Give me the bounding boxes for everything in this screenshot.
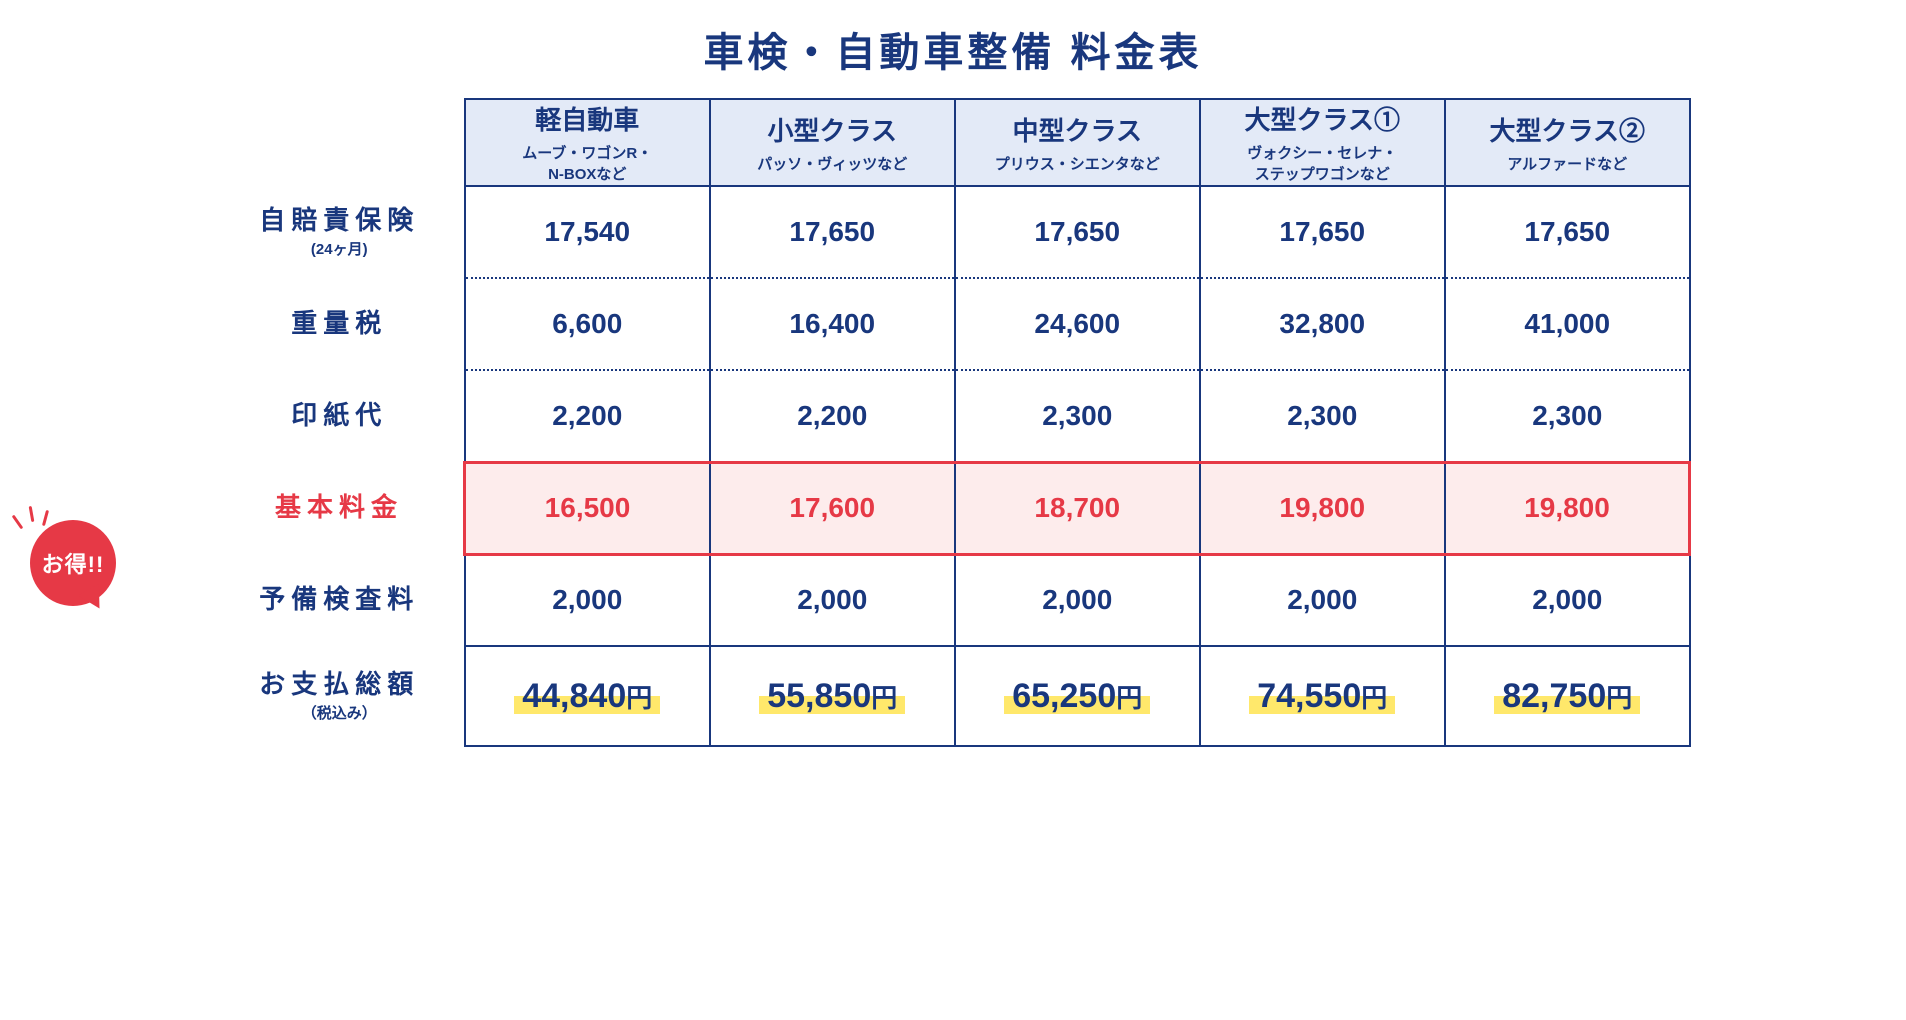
total-number: 65,250 [1012,677,1116,715]
table-row: 予備検査料2,0002,0002,0002,0002,000 [215,554,1690,646]
total-suffix: 円 [1361,683,1387,713]
table-body: 自賠責保険(24ヶ月)17,54017,65017,65017,65017,65… [215,186,1690,746]
column-header: 大型クラス① ヴォクシー・セレナ・ステップワゴンなど [1200,99,1445,186]
total-value-wrap: 74,550円 [1257,677,1387,716]
column-header: 軽自動車ムーブ・ワゴンR・N-BOXなど [465,99,710,186]
value-cell: 2,300 [955,370,1200,462]
value-cell: 17,650 [1200,186,1445,278]
column-title: 軽自動車 [466,100,709,137]
total-cell: 65,250円 [955,646,1200,746]
total-cell: 82,750円 [1445,646,1690,746]
total-number: 55,850 [767,677,871,715]
value-cell: 17,650 [710,186,955,278]
value-cell: 19,800 [1445,462,1690,554]
total-sub: （税込み） [215,702,464,723]
column-header: 小型クラスパッソ・ヴィッツなど [710,99,955,186]
badge-circle: お得!! [30,520,116,606]
column-title: 小型クラス [711,111,954,148]
table-row: 自賠責保険(24ヶ月)17,54017,65017,65017,65017,65… [215,186,1690,278]
price-table-container: お得!! 軽自動車ムーブ・ワゴンR・N-BOXなど小型クラスパッソ・ヴィッツなど… [40,98,1866,747]
column-title: 大型クラス① [1201,100,1444,137]
column-subtitle: アルファードなど [1446,154,1689,175]
row-label: 重量税 [215,308,464,339]
total-number: 74,550 [1257,677,1361,715]
row-label-cell: 印紙代 [215,370,465,462]
value-cell: 17,600 [710,462,955,554]
row-label-sub: (24ヶ月) [215,238,464,259]
total-suffix: 円 [626,683,652,713]
total-cell: 44,840円 [465,646,710,746]
value-cell: 18,700 [955,462,1200,554]
value-cell: 2,300 [1200,370,1445,462]
value-cell: 19,800 [1200,462,1445,554]
total-label-cell: お支払総額（税込み） [215,646,465,746]
value-cell: 6,600 [465,278,710,370]
total-value-wrap: 55,850円 [767,677,897,716]
value-cell: 2,300 [1445,370,1690,462]
value-cell: 2,000 [1200,554,1445,646]
total-number: 44,840 [522,677,626,715]
header-row: 軽自動車ムーブ・ワゴンR・N-BOXなど小型クラスパッソ・ヴィッツなど中型クラス… [215,99,1690,186]
value-cell: 2,200 [710,370,955,462]
deal-badge: お得!! [30,520,116,606]
column-title: 中型クラス [956,111,1199,148]
value-cell: 24,600 [955,278,1200,370]
total-value-wrap: 82,750円 [1502,677,1632,716]
badge-text: お得!! [42,547,105,579]
total-suffix: 円 [871,683,897,713]
row-label: 自賠責保険 [215,205,464,236]
column-title: 大型クラス② [1446,111,1689,148]
column-header: 大型クラス② アルファードなど [1445,99,1690,186]
price-table: 軽自動車ムーブ・ワゴンR・N-BOXなど小型クラスパッソ・ヴィッツなど中型クラス… [215,98,1692,747]
value-cell: 2,000 [1445,554,1690,646]
value-cell: 2,200 [465,370,710,462]
row-label: 基本料金 [215,492,464,523]
row-label-cell: 基本料金 [215,462,465,554]
column-subtitle: プリウス・シエンタなど [956,154,1199,175]
total-value-wrap: 44,840円 [522,677,652,716]
total-suffix: 円 [1606,683,1632,713]
column-subtitle: ムーブ・ワゴンR・N-BOXなど [466,143,709,185]
value-cell: 16,400 [710,278,955,370]
total-value-wrap: 65,250円 [1012,677,1142,716]
row-label-cell: 重量税 [215,278,465,370]
total-row: お支払総額（税込み）44,840円55,850円65,250円74,550円82… [215,646,1690,746]
table-row: 重量税6,60016,40024,60032,80041,000 [215,278,1690,370]
value-cell: 32,800 [1200,278,1445,370]
value-cell: 16,500 [465,462,710,554]
total-cell: 55,850円 [710,646,955,746]
total-cell: 74,550円 [1200,646,1445,746]
total-suffix: 円 [1116,683,1142,713]
value-cell: 17,650 [955,186,1200,278]
value-cell: 2,000 [465,554,710,646]
total-label: お支払総額 [215,669,464,700]
value-cell: 41,000 [1445,278,1690,370]
row-label-cell: 予備検査料 [215,554,465,646]
column-subtitle: ヴォクシー・セレナ・ステップワゴンなど [1201,143,1444,185]
column-header: 中型クラスプリウス・シエンタなど [955,99,1200,186]
total-number: 82,750 [1502,677,1606,715]
row-label: 予備検査料 [215,584,464,615]
value-cell: 2,000 [955,554,1200,646]
empty-corner [215,99,465,186]
value-cell: 17,540 [465,186,710,278]
row-label-cell: 自賠責保険(24ヶ月) [215,186,465,278]
table-row: 印紙代2,2002,2002,3002,3002,300 [215,370,1690,462]
badge-tail [78,583,110,614]
value-cell: 2,000 [710,554,955,646]
value-cell: 17,650 [1445,186,1690,278]
page-title: 車検・自動車整備 料金表 [40,20,1866,78]
row-label: 印紙代 [215,400,464,431]
column-subtitle: パッソ・ヴィッツなど [711,154,954,175]
table-row: 基本料金16,50017,60018,70019,80019,800 [215,462,1690,554]
